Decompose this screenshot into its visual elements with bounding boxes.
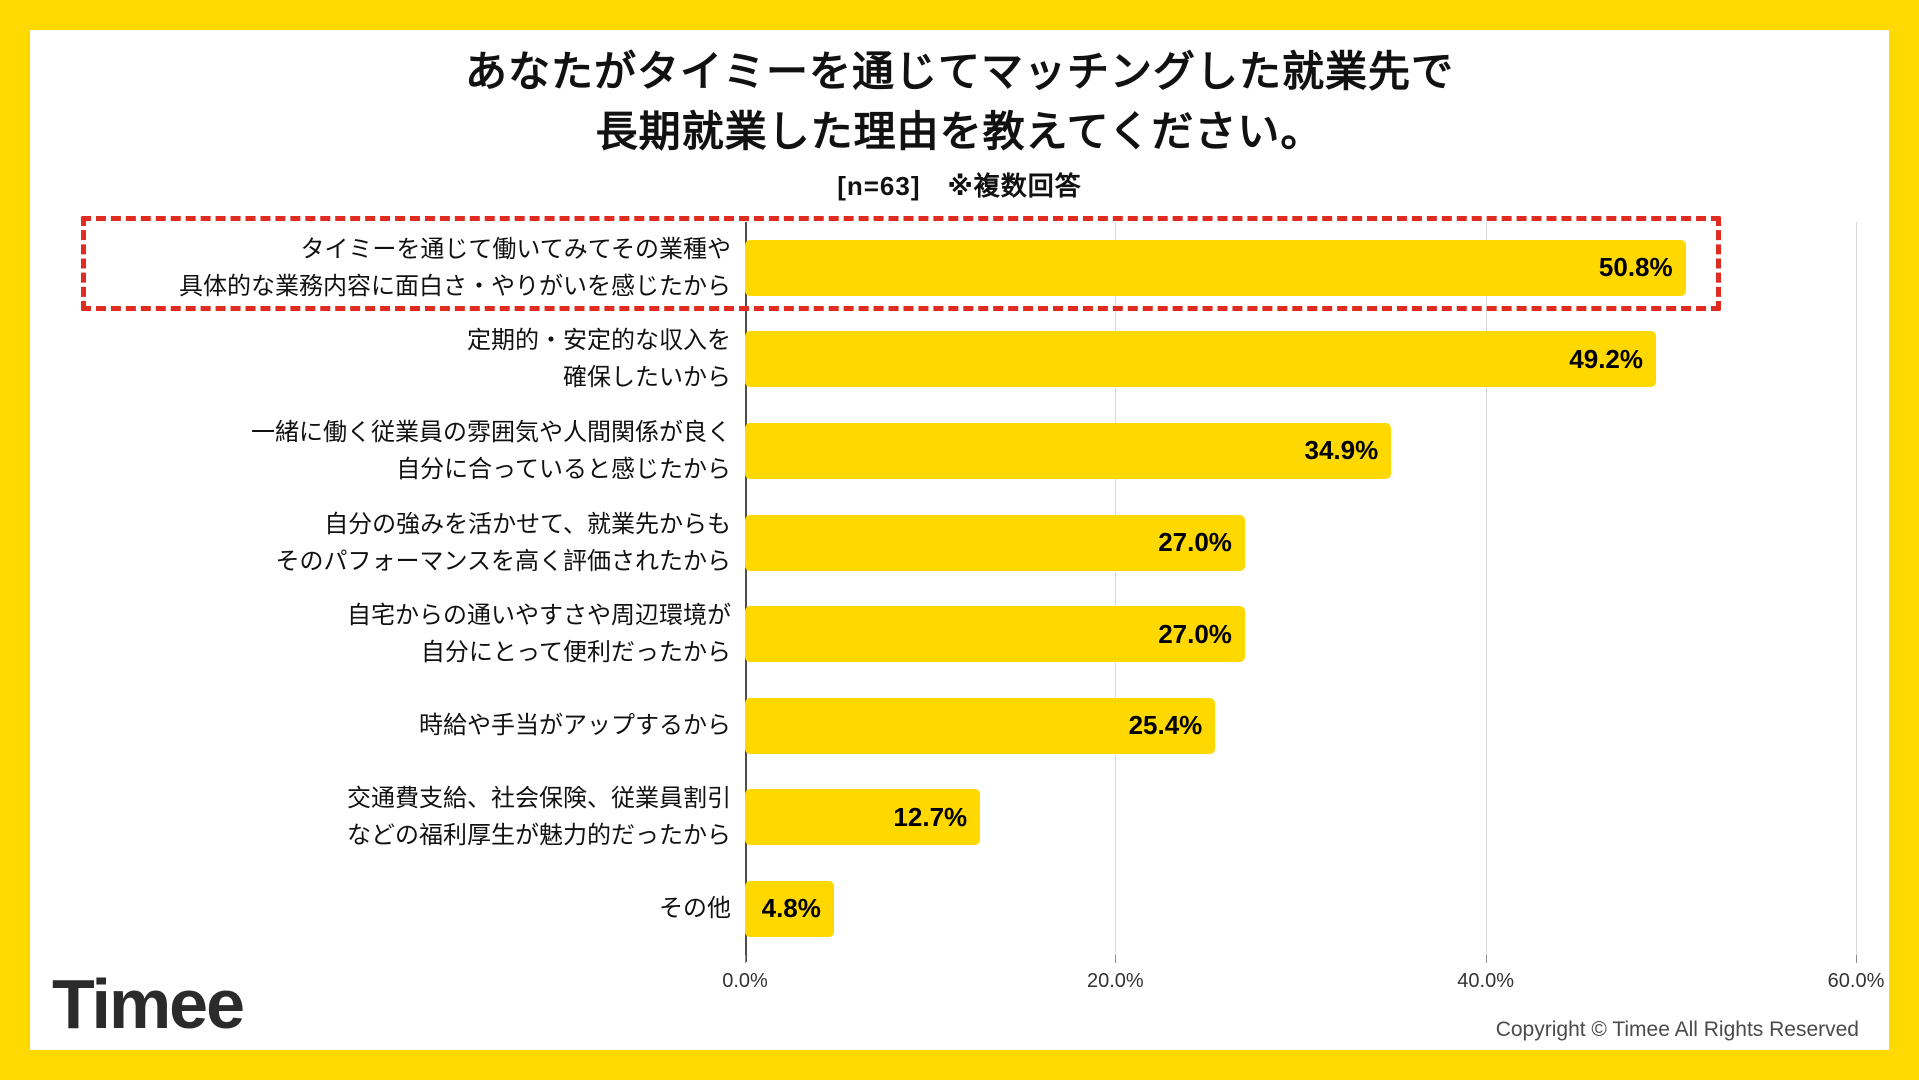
chart-row-3: 一緒に働く従業員の雰囲気や人間関係が良く 自分に合っていると感じたから 34.9… bbox=[30, 405, 1856, 497]
bar-value-label-4: 27.0% bbox=[1158, 527, 1232, 558]
top-answer-highlight-box bbox=[81, 216, 1721, 311]
gridline-60pct bbox=[1856, 222, 1857, 955]
chart-row-6: 時給や手当がアップするから 25.4% bbox=[30, 680, 1856, 772]
x-tick-label-40: 40.0% bbox=[1457, 970, 1515, 992]
bar-area-6: 25.4% bbox=[745, 680, 1856, 772]
bar-chart: 0.0% 20.0% 40.0% 60.0% タイミーを通じて働いてみてその業種… bbox=[30, 216, 1889, 1012]
x-tick-label-60: 60.0% bbox=[1827, 970, 1885, 992]
category-label-1-line2: 具体的な業務内容に面白さ・やりがいを感じたから bbox=[179, 272, 731, 300]
bar-6: 25.4% bbox=[745, 697, 1216, 754]
bar-area-4: 27.0% bbox=[745, 497, 1856, 589]
chart-row-8: その他 4.8% bbox=[30, 863, 1856, 955]
bar-value-label-7: 12.7% bbox=[893, 801, 968, 832]
chart-subtitle-sample-size: [n=63] ※複数回答 bbox=[837, 171, 1082, 201]
category-label-3-line2: 自分に合っていると感じたから bbox=[396, 455, 731, 483]
bar-7: 12.7% bbox=[745, 789, 981, 846]
category-label-4-line2: そのパフォーマンスを高く評価されたから bbox=[275, 547, 731, 575]
category-label-6-line1: 時給や手当がアップするから bbox=[419, 712, 731, 740]
category-label-7-line2: などの福利厚生が魅力的だったから bbox=[347, 822, 731, 850]
bar-value-label-1: 50.8% bbox=[1598, 252, 1673, 283]
chart-row-4: 自分の強みを活かせて、就業先からも そのパフォーマンスを高く評価されたから 27… bbox=[30, 497, 1856, 589]
x-tick-60 bbox=[1856, 955, 1857, 963]
slide-canvas: あなたがタイミーを通じてマッチングした就業先で 長期就業した理由を教えてください… bbox=[30, 30, 1889, 1050]
category-label-1: タイミーを通じて働いてみてその業種や 具体的な業務内容に面白さ・やりがいを感じた… bbox=[30, 231, 745, 305]
timee-logo: Timee bbox=[52, 965, 245, 1043]
x-tick-20 bbox=[1115, 955, 1117, 963]
category-label-2: 定期的・安定的な収入を 確保したいから bbox=[30, 322, 745, 396]
category-label-6: 時給や手当がアップするから bbox=[30, 707, 745, 744]
x-tick-label-20: 20.0% bbox=[1086, 970, 1144, 992]
category-label-8: その他 bbox=[30, 890, 745, 927]
category-label-3-line1: 一緒に働く従業員の雰囲気や人間関係が良く bbox=[251, 418, 731, 446]
bar-3: 34.9% bbox=[745, 422, 1392, 479]
bar-5: 27.0% bbox=[745, 606, 1245, 663]
bar-area-1: 50.8% bbox=[745, 222, 1856, 314]
bar-value-label-2: 49.2% bbox=[1569, 343, 1644, 374]
bar-value-label-5: 27.0% bbox=[1158, 618, 1232, 649]
bar-2: 49.2% bbox=[745, 331, 1657, 388]
chart-title: あなたがタイミーを通じてマッチングした就業先で 長期就業した理由を教えてください… bbox=[30, 42, 1889, 162]
x-tick-label-0: 0.0% bbox=[722, 970, 768, 992]
category-label-8-line1: その他 bbox=[659, 895, 731, 923]
x-tick-0 bbox=[745, 955, 746, 963]
chart-row-7: 交通費支給、社会保険、従業員割引 などの福利厚生が魅力的だったから 12.7% bbox=[30, 772, 1856, 864]
bar-area-2: 49.2% bbox=[745, 314, 1856, 406]
category-label-4: 自分の強みを活かせて、就業先からも そのパフォーマンスを高く評価されたから bbox=[30, 506, 745, 580]
category-label-5-line2: 自分にとって便利だったから bbox=[420, 639, 731, 667]
copyright-text: Copyright © Timee All Rights Reserved bbox=[1495, 1018, 1859, 1041]
category-label-2-line2: 確保したいから bbox=[563, 364, 731, 392]
chart-title-line1: あなたがタイミーを通じてマッチングした就業先で bbox=[464, 48, 1454, 95]
bar-value-label-6: 25.4% bbox=[1128, 710, 1203, 741]
chart-row-5: 自宅からの通いやすさや周辺環境が 自分にとって便利だったから 27.0% bbox=[30, 588, 1856, 680]
category-label-5-line1: 自宅からの通いやすさや周辺環境が bbox=[347, 602, 731, 630]
category-label-4-line1: 自分の強みを活かせて、就業先からも bbox=[324, 510, 731, 538]
category-label-1-line1: タイミーを通じて働いてみてその業種や bbox=[300, 235, 731, 263]
category-label-7: 交通費支給、社会保険、従業員割引 などの福利厚生が魅力的だったから bbox=[30, 780, 745, 854]
category-label-5: 自宅からの通いやすさや周辺環境が 自分にとって便利だったから bbox=[30, 597, 745, 671]
category-label-3: 一緒に働く従業員の雰囲気や人間関係が良く 自分に合っていると感じたから bbox=[30, 414, 745, 488]
bar-area-3: 34.9% bbox=[745, 405, 1856, 497]
chart-row-1: タイミーを通じて働いてみてその業種や 具体的な業務内容に面白さ・やりがいを感じた… bbox=[30, 222, 1856, 314]
category-label-7-line1: 交通費支給、社会保険、従業員割引 bbox=[347, 785, 731, 813]
bar-value-label-3: 34.9% bbox=[1304, 435, 1379, 466]
bar-8: 4.8% bbox=[745, 880, 834, 937]
chart-title-line2: 長期就業した理由を教えてください。 bbox=[595, 108, 1324, 155]
category-label-2-line1: 定期的・安定的な収入を bbox=[467, 327, 731, 355]
chart-rows: タイミーを通じて働いてみてその業種や 具体的な業務内容に面白さ・やりがいを感じた… bbox=[30, 222, 1856, 955]
x-tick-40 bbox=[1485, 955, 1487, 963]
bar-area-8: 4.8% bbox=[745, 863, 1856, 955]
bar-1: 50.8% bbox=[745, 239, 1686, 296]
bar-value-label-8: 4.8% bbox=[761, 893, 821, 924]
bar-area-7: 12.7% bbox=[745, 772, 1856, 864]
bar-4: 27.0% bbox=[745, 514, 1245, 571]
chart-row-2: 定期的・安定的な収入を 確保したいから 49.2% bbox=[30, 314, 1856, 406]
bar-area-5: 27.0% bbox=[745, 588, 1856, 680]
